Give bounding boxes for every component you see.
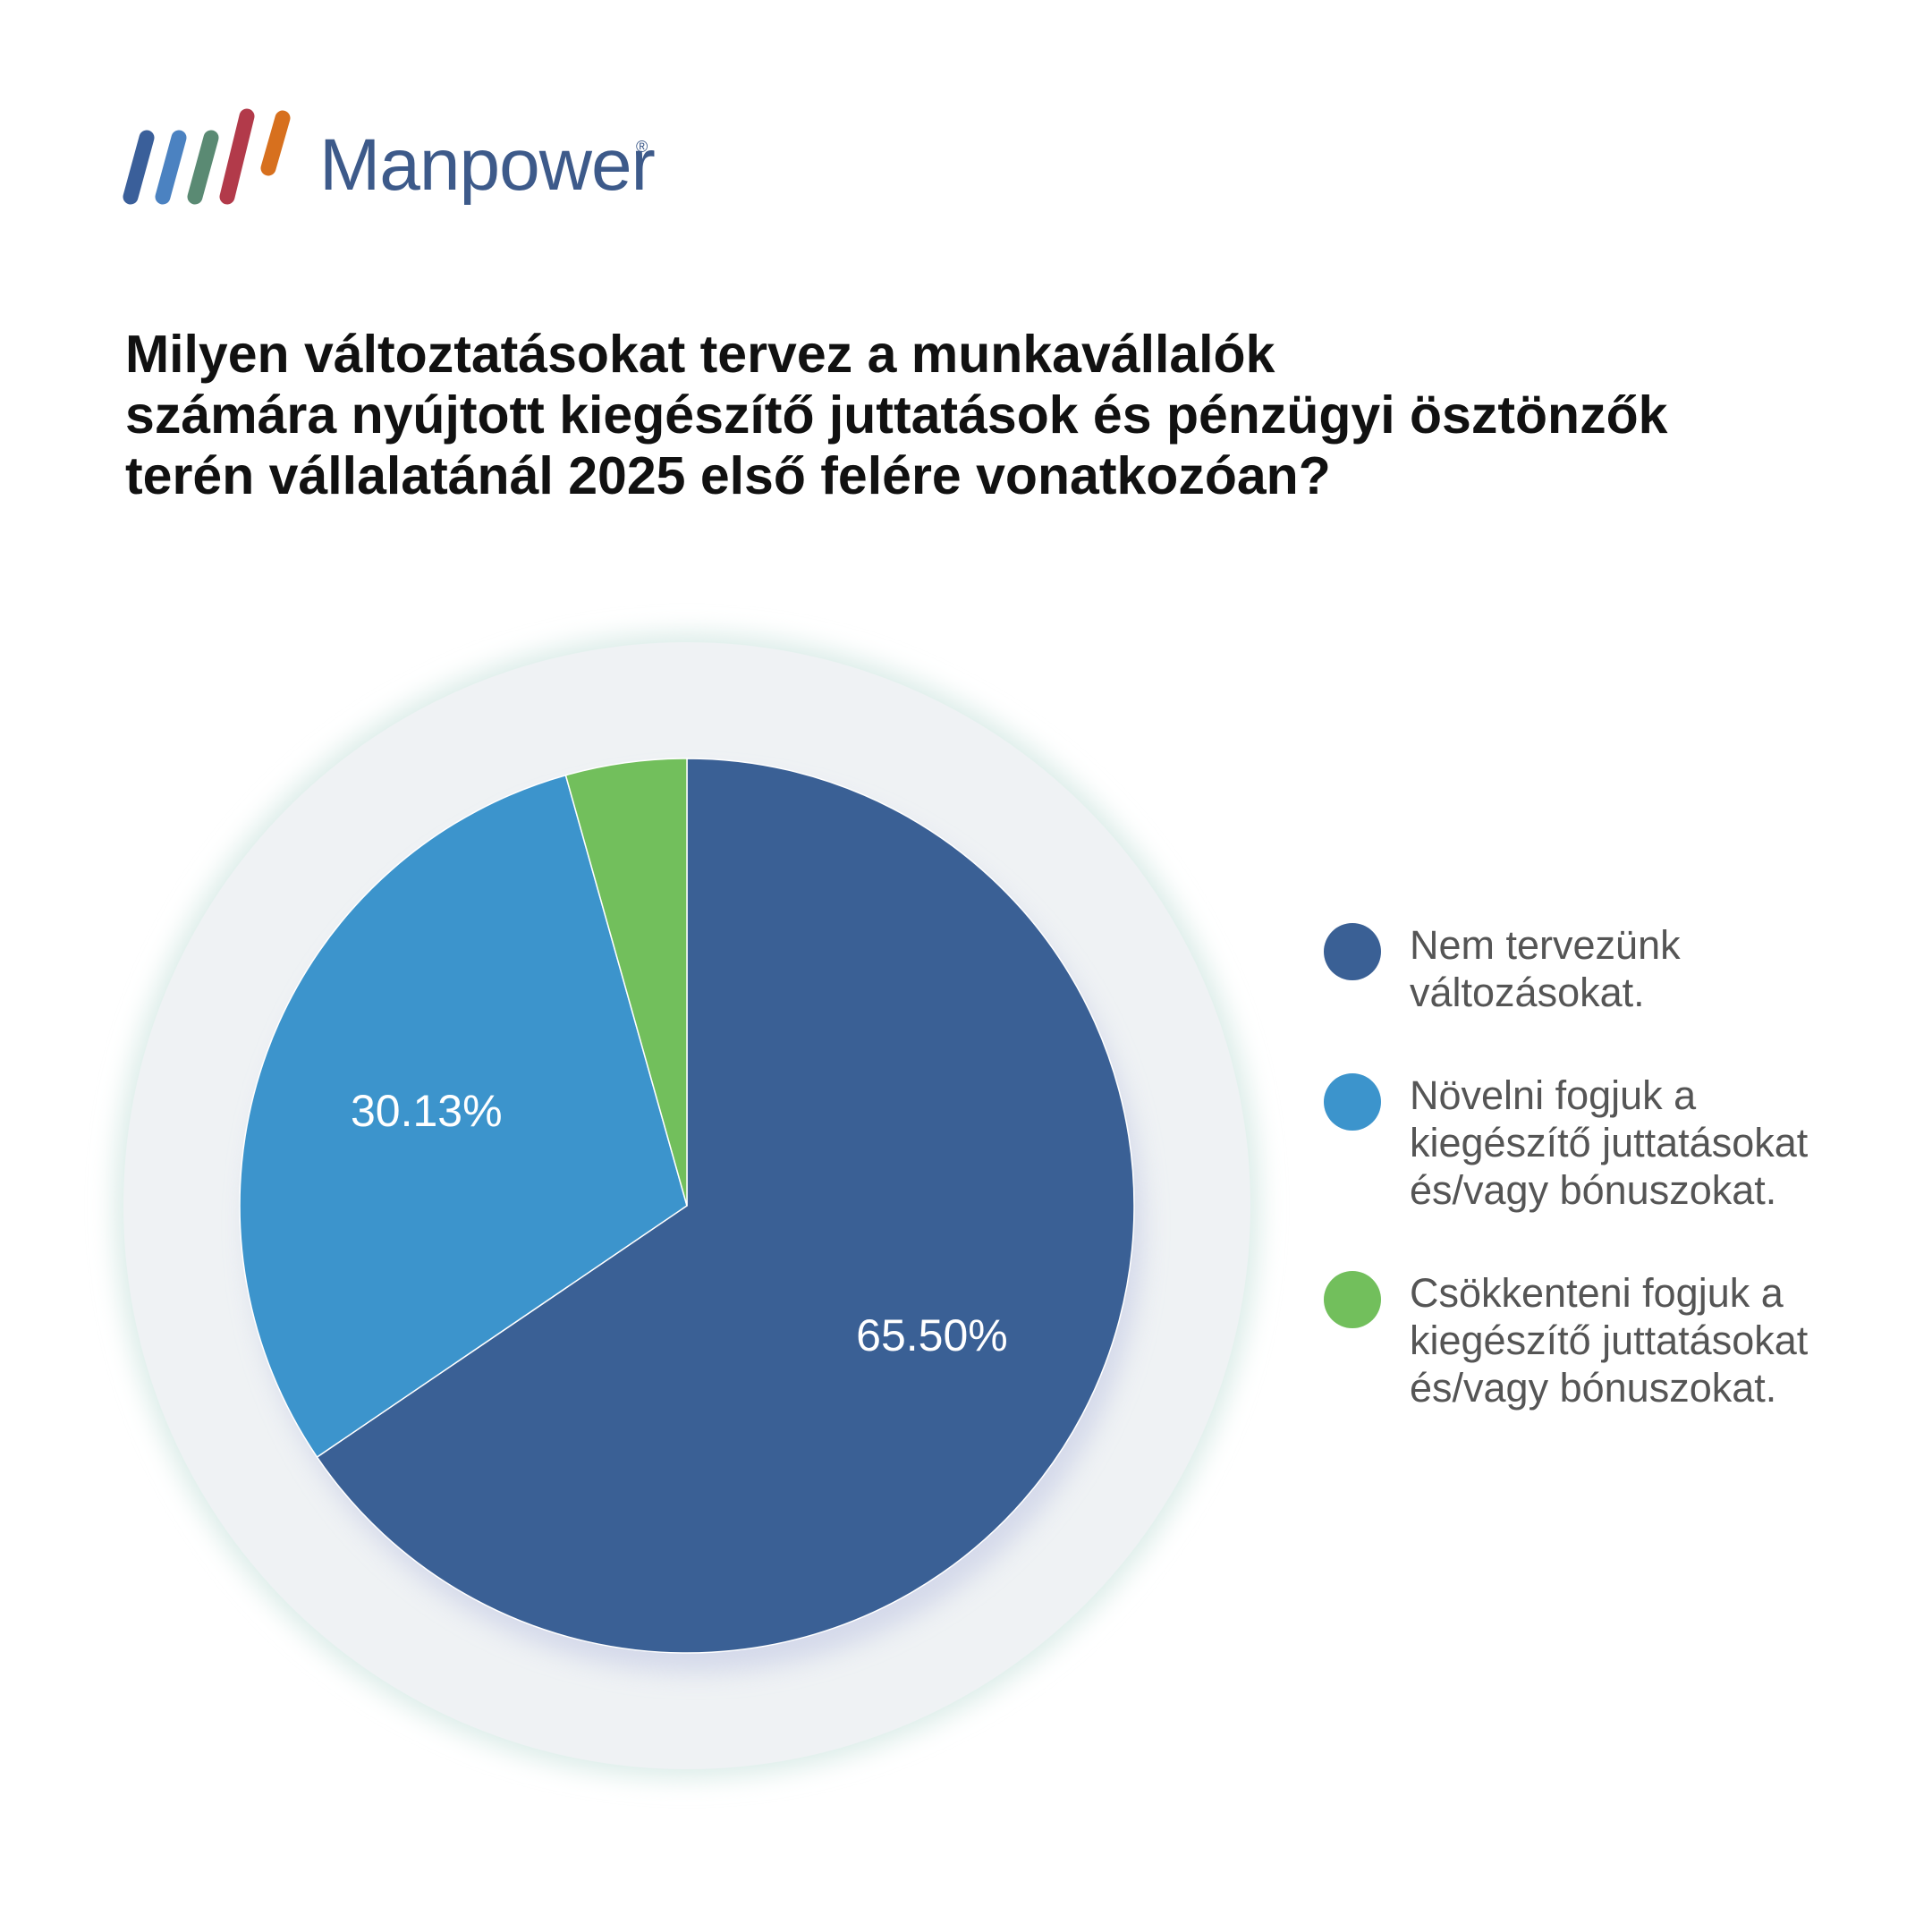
legend-item-decrease: Csökkenteni fogjuk a kiegészítő juttatás… <box>1324 1269 1896 1411</box>
logo-stripe-3 <box>187 130 219 205</box>
legend-label-increase: Növelni fogjuk a kiegészítő juttatásokat… <box>1410 1072 1809 1213</box>
legend-item-no-change: Nem tervezünk változásokat. <box>1324 921 1896 1016</box>
slice-label-no-change: 65.50% <box>856 1310 1008 1360</box>
slice-label-increase: 30.13% <box>351 1086 503 1136</box>
legend-item-increase: Növelni fogjuk a kiegészítő juttatásokat… <box>1324 1072 1896 1214</box>
legend: Nem tervezünk változásokat. Növelni fogj… <box>1324 921 1896 1467</box>
logo-stripe-1 <box>123 130 155 205</box>
manpower-logo <box>123 108 291 205</box>
pie-slices <box>239 758 1135 1654</box>
pie-slice-increase <box>239 774 688 1459</box>
legend-label-decrease: Csökkenteni fogjuk a kiegészítő juttatás… <box>1410 1270 1809 1411</box>
registered-mark: ® <box>636 138 648 156</box>
chart-title: Milyen változtatásokat tervez a munkavál… <box>125 325 1668 505</box>
logo-stripe-5 <box>260 110 291 176</box>
legend-swatch-decrease <box>1324 1271 1381 1328</box>
pie-slice-decrease <box>564 758 688 1207</box>
pie-slice-labels: 65.50% 30.13% <box>351 1086 1008 1360</box>
legend-label-no-change: Nem tervezünk változásokat. <box>1410 922 1681 1015</box>
pie-slice-no-change <box>316 758 1135 1654</box>
brand-name: Manpower <box>319 124 656 206</box>
logo-stripe-2 <box>155 130 187 205</box>
logo-stripe-4 <box>219 108 255 205</box>
legend-swatch-no-change <box>1324 923 1381 980</box>
legend-swatch-increase <box>1324 1073 1381 1131</box>
